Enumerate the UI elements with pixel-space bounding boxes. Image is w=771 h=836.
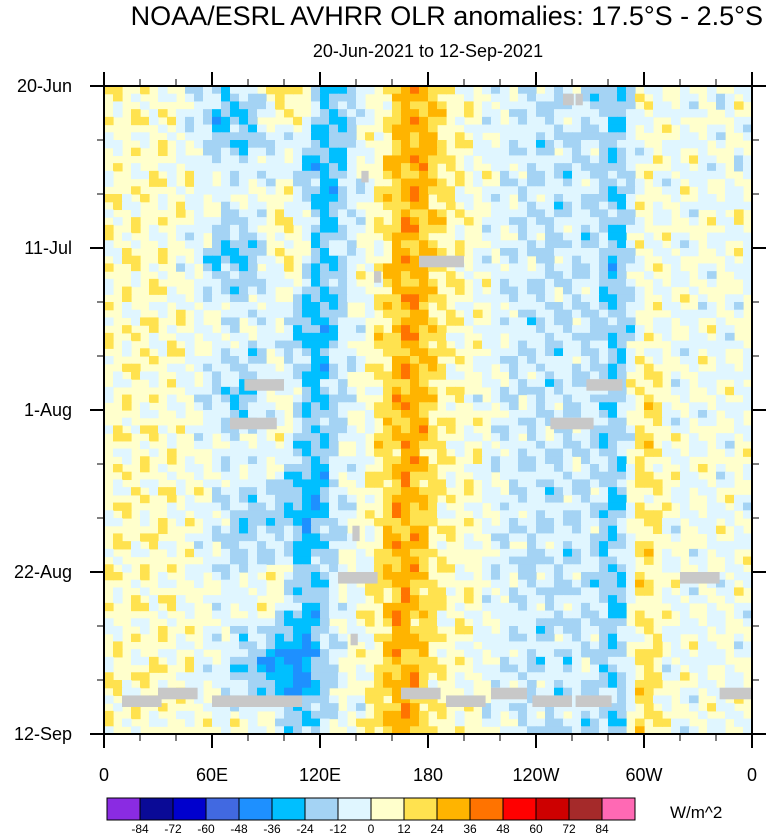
- colorbar-level-label: -36: [263, 822, 281, 836]
- colorbar-level-label: -12: [329, 822, 347, 836]
- x-tick-label: 120E: [298, 765, 342, 785]
- colorbar-swatch: [106, 797, 141, 821]
- y-tick-label: 11-Jul: [24, 238, 72, 258]
- chart-title: NOAA/ESRL AVHRR OLR anomalies: 17.5°S - …: [130, 1, 763, 31]
- colorbar-level-label: -48: [230, 822, 248, 836]
- colorbar-swatch: [205, 797, 240, 821]
- y-tick-label: 1-Aug: [23, 400, 72, 420]
- colorbar-swatch: [172, 797, 207, 821]
- colorbar-level-label: 48: [496, 822, 510, 836]
- x-tick-label: 180: [412, 765, 444, 785]
- colorbar-swatch: [403, 797, 438, 821]
- y-tick-label: 12-Sep: [13, 724, 72, 744]
- colorbar-level-label: -72: [164, 822, 182, 836]
- colorbar-level-label: 84: [595, 822, 609, 836]
- colorbar-level-label: -60: [197, 822, 215, 836]
- colorbar-swatch: [304, 797, 339, 821]
- x-tick-label: 60E: [195, 765, 229, 785]
- colorbar-swatch: [502, 797, 537, 821]
- colorbar-level-label: 36: [463, 822, 477, 836]
- colorbar-swatch: [271, 797, 306, 821]
- anomaly-field: [104, 86, 753, 735]
- colorbar-swatch: [568, 797, 603, 821]
- colorbar-level-label: -84: [131, 822, 149, 836]
- colorbar-swatch: [469, 797, 504, 821]
- colorbar-swatch: [139, 797, 174, 821]
- y-tick-label: 20-Jun: [16, 76, 72, 96]
- colorbar-swatch: [238, 797, 273, 821]
- colorbar-swatch: [436, 797, 471, 821]
- colorbar-swatch: [370, 797, 405, 821]
- colorbar-level-label: 0: [367, 822, 375, 836]
- colorbar-level-label: 72: [562, 822, 576, 836]
- x-tick-label: 60W: [625, 765, 663, 785]
- colorbar-swatch: [601, 797, 636, 821]
- colorbar-level-label: 12: [397, 822, 411, 836]
- colorbar-level-label: -24: [296, 822, 314, 836]
- colorbar-level-label: 60: [529, 822, 543, 836]
- colorbar-swatch: [535, 797, 570, 821]
- x-tick-label: 0: [746, 765, 757, 785]
- chart-subtitle: 20-Jun-2021 to 12-Sep-2021: [312, 41, 544, 61]
- x-tick-label: 0: [98, 765, 109, 785]
- missing-data-patches: [122, 93, 752, 707]
- colorbar-level-label: 24: [430, 822, 444, 836]
- x-tick-label: 120W: [512, 765, 560, 785]
- colorbar-swatch: [337, 797, 372, 821]
- colorbar: [106, 797, 636, 821]
- y-tick-label: 22-Aug: [13, 562, 72, 582]
- colorbar-units: W/m^2: [670, 803, 723, 822]
